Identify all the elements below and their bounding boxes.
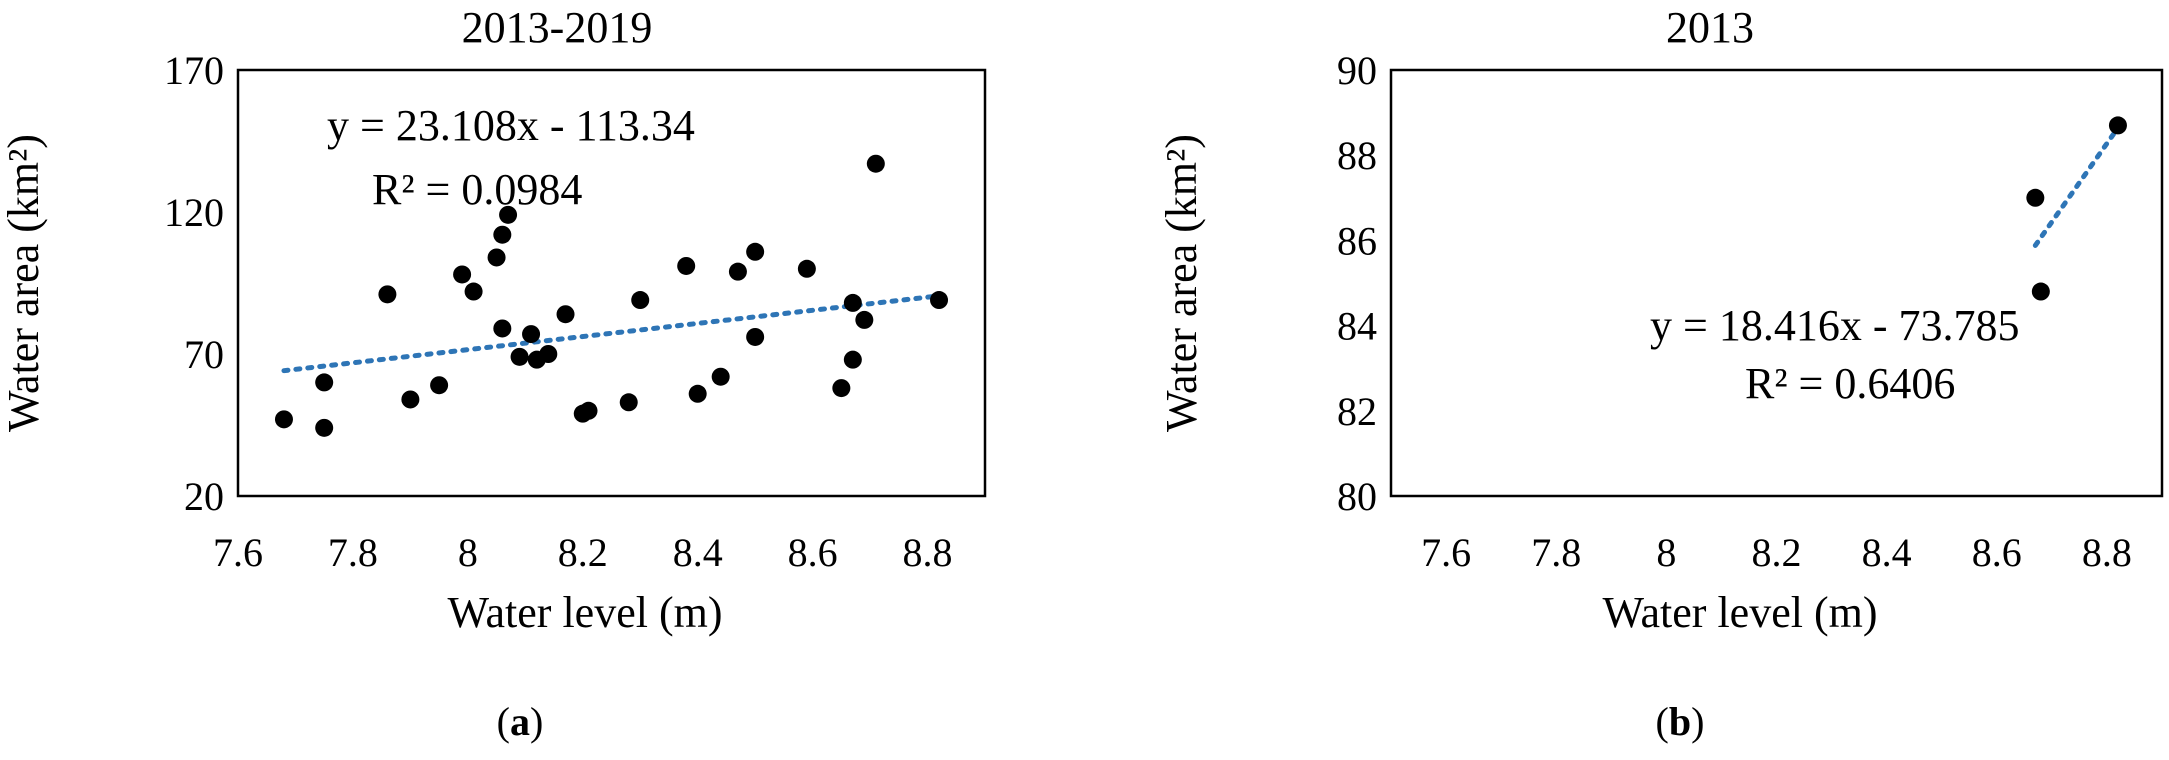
data-point: [930, 291, 949, 310]
r-squared-label: R² = 0.0984: [372, 165, 582, 214]
y-axis-label: Water area (km²): [1157, 134, 1206, 432]
y-tick-label: 70: [184, 332, 224, 377]
chart-title: 2013: [1666, 3, 1754, 52]
chart-panel-a: 2013-2019 20 70 120 170 7.6 7.8 8 8.2 8.4 8.6 8.8 Wa…: [0, 3, 987, 744]
data-point: [401, 390, 420, 409]
panel-label-close: ): [1691, 699, 1704, 744]
data-point: [539, 345, 558, 363]
plot-area: [236, 68, 987, 498]
panel-label-letter: a: [510, 699, 530, 744]
panel-label-open: (: [1656, 699, 1669, 744]
data-point: [855, 310, 874, 329]
y-tick-label: 84: [1337, 304, 1377, 349]
data-point: [579, 401, 598, 420]
data-point: [493, 225, 512, 244]
x-tick-label: 7.8: [1531, 530, 1581, 575]
data-point: [832, 379, 851, 398]
data-point: [2108, 116, 2127, 135]
data-point: [2026, 188, 2045, 207]
y-tick-label: 86: [1337, 218, 1377, 263]
data-point: [728, 262, 747, 281]
data-point: [464, 282, 483, 301]
data-point: [487, 248, 506, 267]
y-tick-label: 82: [1337, 389, 1377, 434]
data-point: [522, 325, 541, 344]
y-axis-label: Water area (km²): [0, 134, 48, 432]
y-tick-label: 20: [184, 474, 224, 519]
data-point: [746, 327, 765, 346]
data-point: [315, 373, 334, 392]
x-tick-label: 8: [1656, 530, 1676, 575]
data-point: [430, 376, 449, 395]
panel-label: (a): [497, 699, 544, 744]
data-point: [711, 367, 730, 386]
data-point: [843, 293, 862, 312]
y-tick-label: 120: [164, 190, 224, 235]
panel-label-letter: b: [1669, 699, 1691, 744]
data-point: [510, 347, 529, 366]
chart-panel-b: 2013 80 82 84 86 88 90 7.6 7.8 8 8.2 8.4 8.6 8.8 Water…: [1157, 3, 2164, 744]
x-tick-label: 8.2: [1752, 530, 1802, 575]
x-tick-label: 8.6: [1972, 530, 2022, 575]
y-tick-label: 170: [164, 48, 224, 93]
x-tick-label: 8.6: [788, 530, 838, 575]
data-point: [797, 259, 816, 278]
chart-title: 2013-2019: [462, 3, 653, 52]
y-tick-label: 88: [1337, 133, 1377, 178]
data-point: [315, 418, 334, 437]
x-tick-label: 7.8: [328, 530, 378, 575]
data-point: [677, 256, 696, 275]
x-axis-label: Water level (m): [448, 588, 723, 637]
y-tick-label: 90: [1337, 48, 1377, 93]
data-point: [843, 350, 862, 369]
data-point: [493, 319, 512, 338]
panel-label-close: ): [530, 699, 543, 744]
trendline: [2032, 125, 2121, 248]
data-point: [378, 285, 397, 304]
x-tick-label: 7.6: [213, 530, 263, 575]
x-tick-label: 8.4: [673, 530, 723, 575]
x-tick-label: 8: [458, 530, 478, 575]
plot-area: [1389, 68, 2164, 498]
data-point: [631, 291, 650, 310]
x-axis-label: Water level (m): [1603, 588, 1878, 637]
data-point: [619, 393, 638, 412]
data-point: [499, 205, 518, 224]
panel-label-open: (: [497, 699, 510, 744]
trendline-equation: y = 23.108x - 113.34: [327, 101, 695, 150]
r-squared-label: R² = 0.6406: [1745, 359, 1955, 408]
x-tick-label: 8.8: [2082, 530, 2132, 575]
data-point: [866, 154, 885, 173]
data-point: [746, 242, 765, 261]
y-tick-label: 80: [1337, 474, 1377, 519]
x-tick-label: 8.8: [903, 530, 953, 575]
data-point: [453, 265, 472, 284]
data-point: [2031, 282, 2050, 301]
x-tick-label: 8.2: [558, 530, 608, 575]
panel-label: (b): [1656, 699, 1705, 744]
x-tick-label: 7.6: [1421, 530, 1471, 575]
data-point: [556, 305, 575, 324]
trendline: [281, 293, 942, 374]
data-point: [274, 410, 293, 429]
trendline-equation: y = 18.416x - 73.785: [1650, 301, 2019, 350]
x-tick-label: 8.4: [1862, 530, 1912, 575]
data-point: [688, 384, 707, 403]
